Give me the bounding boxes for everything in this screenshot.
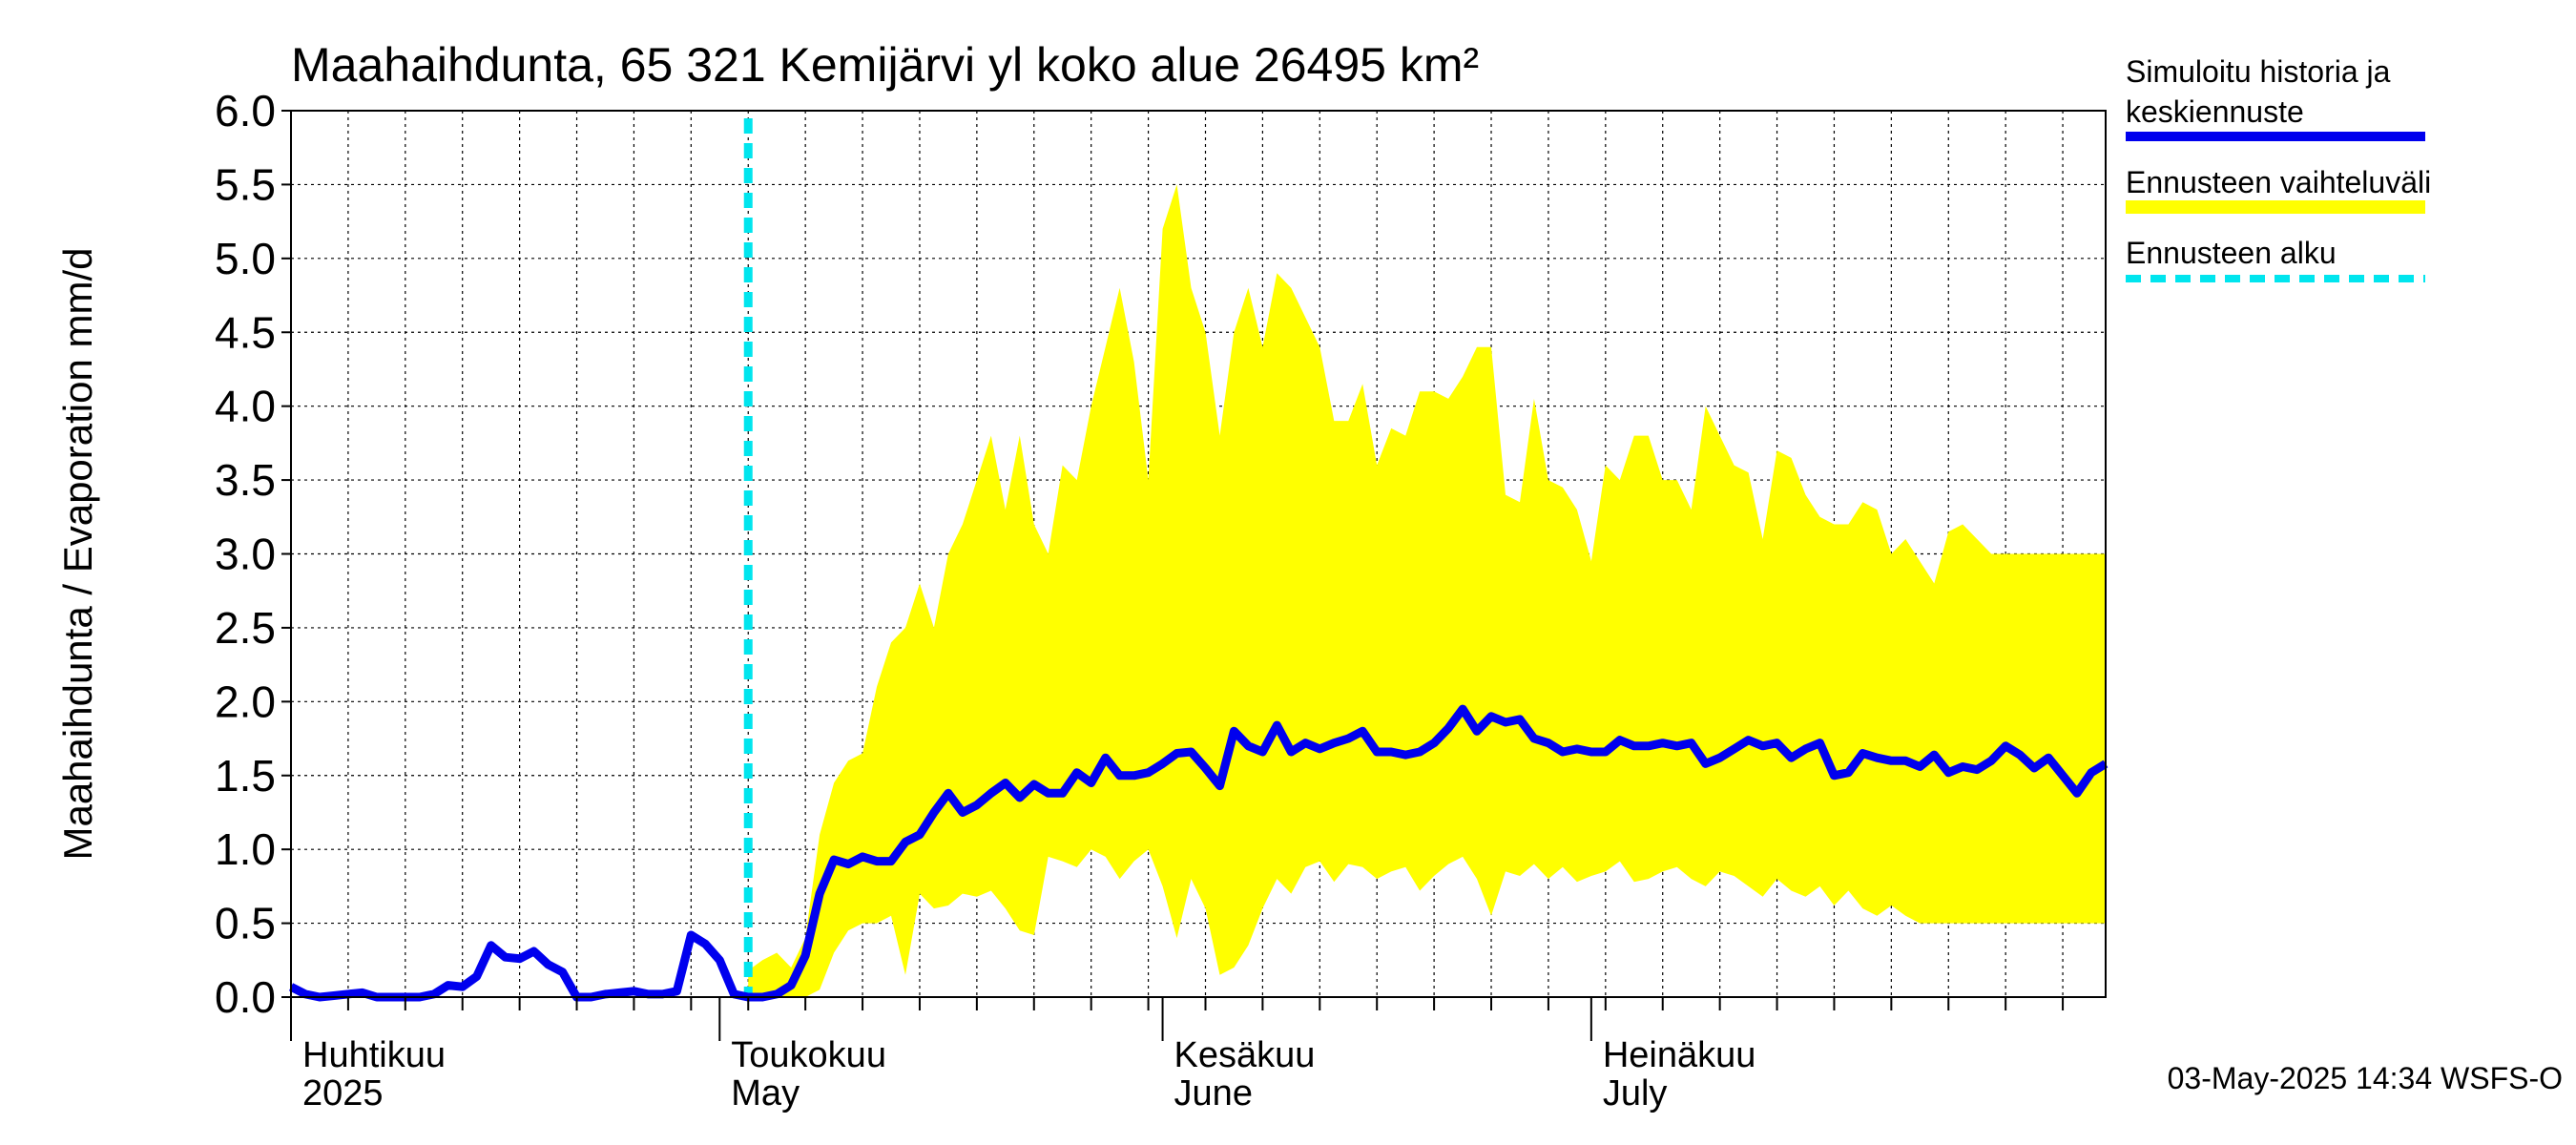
- month-label-fi: Huhtikuu: [302, 1035, 446, 1075]
- plot-area: [288, 110, 2109, 1002]
- timestamp-footer: 03-May-2025 14:34 WSFS-O: [2168, 1061, 2563, 1095]
- month-label-fi: Kesäkuu: [1174, 1035, 1316, 1075]
- y-tick-label: 5.0: [215, 234, 276, 283]
- y-tick-label: 5.5: [215, 159, 276, 209]
- month-label-fi: Toukokuu: [731, 1035, 886, 1075]
- y-tick-label: 2.5: [215, 603, 276, 653]
- y-tick-label: 3.5: [215, 455, 276, 505]
- y-tick-label: 3.0: [215, 530, 276, 579]
- y-tick-label: 1.5: [215, 751, 276, 801]
- legend: Simuloitu historia ja keskiennuste Ennus…: [2126, 54, 2431, 282]
- y-tick-label: 6.0: [215, 86, 276, 135]
- legend-label-range: Ennusteen vaihteluväli: [2126, 165, 2431, 199]
- y-axis-ticks: 0.0 0.5 1.0 1.5 2.0 2.5 3.0 3.5 4.0 4.5 5.0 5.5 6.0: [215, 86, 291, 1022]
- y-axis-label: Maahaihdunta / Evaporation mm/d: [55, 247, 100, 860]
- month-label-fi: Heinäkuu: [1603, 1035, 1756, 1075]
- y-tick-label: 2.0: [215, 677, 276, 726]
- y-tick-label: 4.5: [215, 307, 276, 357]
- y-tick-label: 4.0: [215, 382, 276, 431]
- legend-label-simulated-line1: Simuloitu historia ja: [2126, 54, 2391, 89]
- forecast-range-band: [748, 184, 2107, 997]
- chart-title: Maahaihdunta, 65 321 Kemijärvi yl koko a…: [291, 38, 1479, 92]
- legend-label-simulated-line2: keskiennuste: [2126, 94, 2304, 129]
- y-tick-label: 0.0: [215, 972, 276, 1022]
- month-label-en: June: [1174, 1073, 1253, 1114]
- y-tick-label: 1.0: [215, 824, 276, 874]
- month-label-en: 2025: [302, 1073, 384, 1114]
- month-label-en: July: [1603, 1073, 1668, 1114]
- month-label-en: May: [731, 1073, 800, 1114]
- legend-label-forecast-start: Ennusteen alku: [2126, 236, 2337, 270]
- y-tick-label: 0.5: [215, 899, 276, 948]
